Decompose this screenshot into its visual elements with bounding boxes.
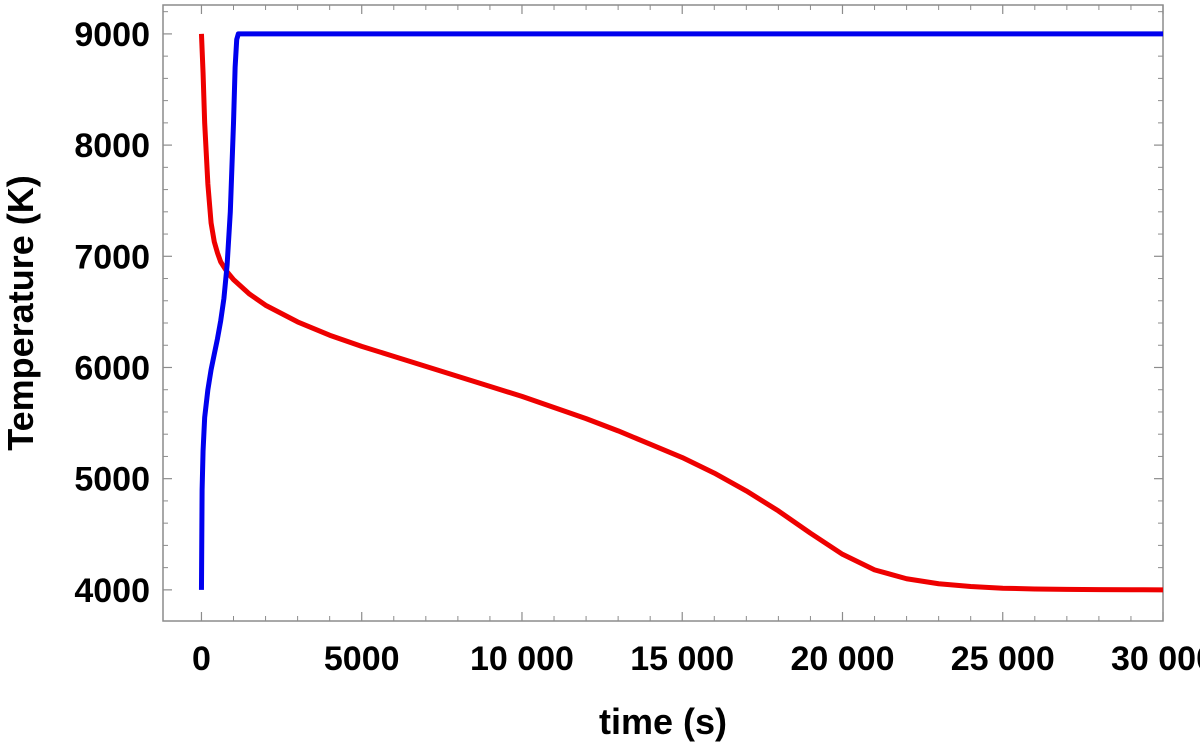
axis-ticks bbox=[163, 5, 1164, 621]
y-tick-label: 5000 bbox=[74, 461, 150, 499]
y-tick-label: 8000 bbox=[74, 127, 150, 165]
y-tick-label: 9000 bbox=[74, 16, 150, 54]
y-axis-label: Temperature (K) bbox=[0, 175, 41, 450]
x-tick-label: 25 000 bbox=[951, 640, 1055, 678]
plot-frame bbox=[162, 4, 1164, 622]
series-group bbox=[198, 31, 1164, 593]
y-tick-labels: 4000 5000 6000 7000 8000 9000 bbox=[74, 16, 150, 610]
x-tick-label: 10 000 bbox=[470, 640, 574, 678]
x-tick-labels: 0 5000 10 000 15 000 20 000 25 000 30 000 bbox=[192, 640, 1200, 678]
series-line-2 bbox=[198, 31, 1163, 590]
y-tick-label: 7000 bbox=[74, 238, 150, 276]
x-tick-label: 0 bbox=[192, 640, 211, 678]
x-axis-label: time (s) bbox=[599, 701, 727, 742]
x-tick-label: 20 000 bbox=[790, 640, 894, 678]
y-tick-label: 4000 bbox=[74, 572, 150, 610]
x-tick-label: 30 000 bbox=[1111, 640, 1200, 678]
series-line-1 bbox=[198, 33, 1164, 593]
x-tick-label: 15 000 bbox=[630, 640, 734, 678]
x-tick-label: 5000 bbox=[324, 640, 400, 678]
y-tick-label: 6000 bbox=[74, 349, 150, 387]
